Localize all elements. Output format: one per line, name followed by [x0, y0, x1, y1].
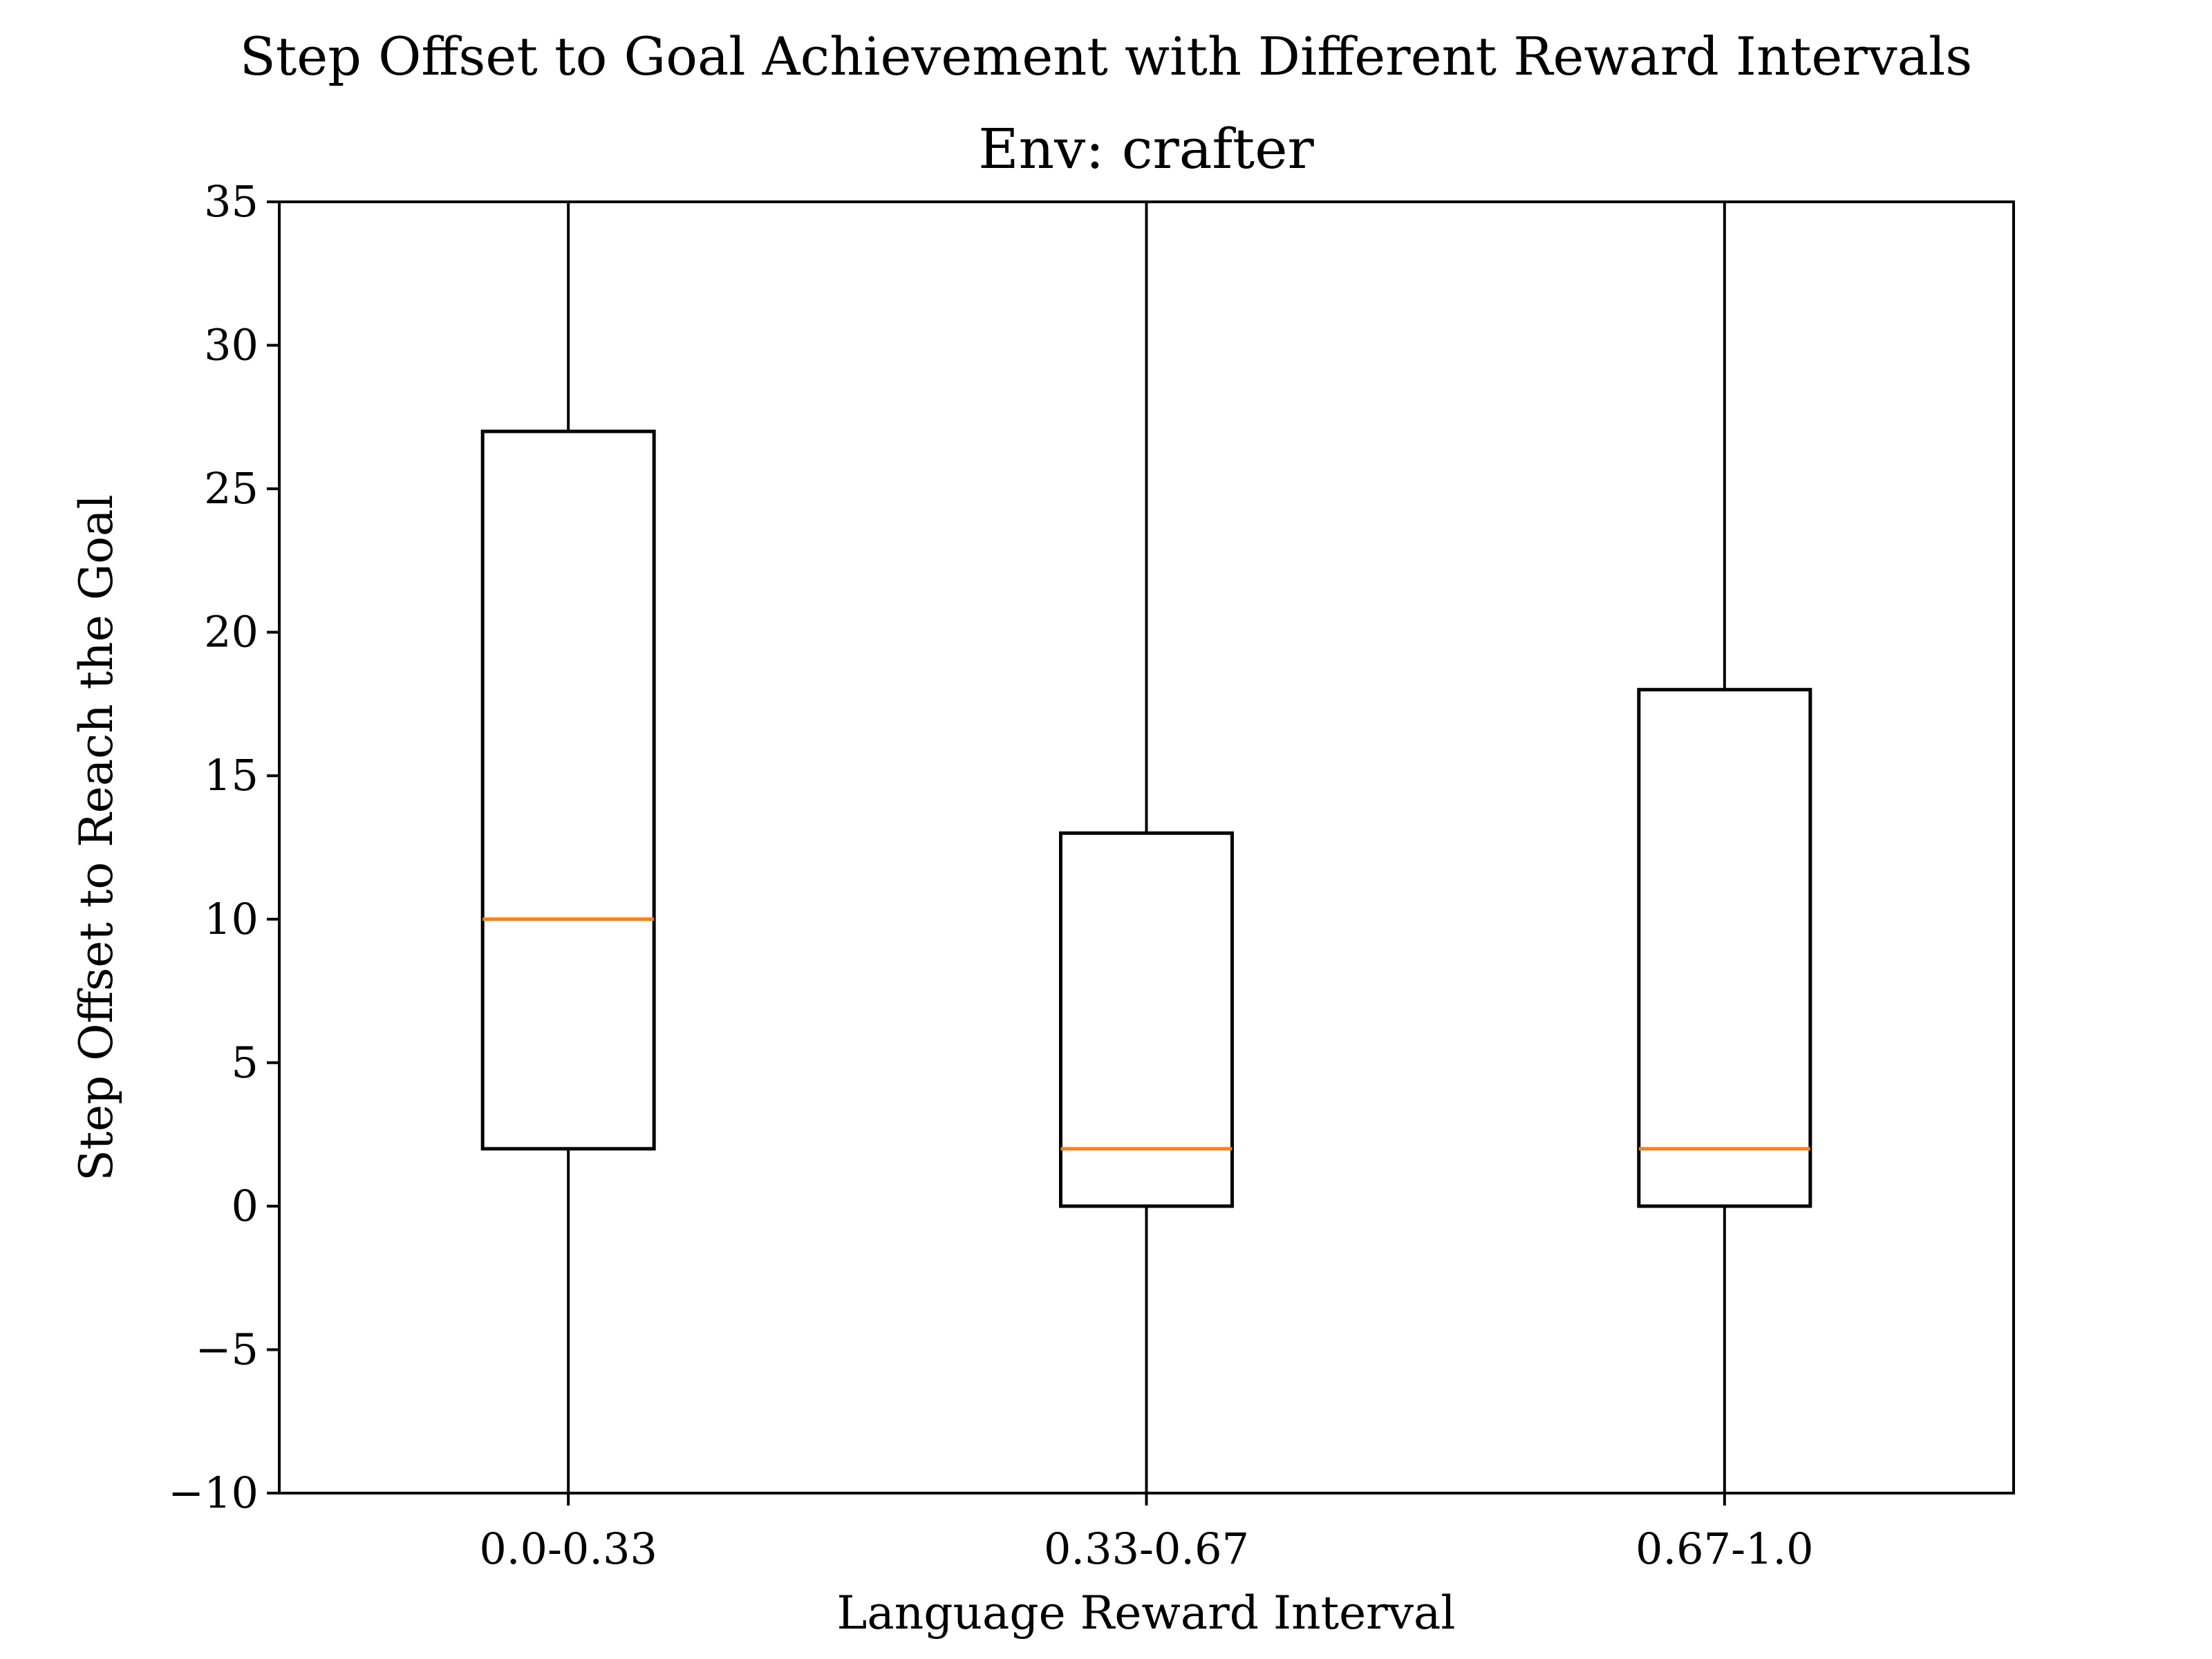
- x-tick-label: 0.67-1.0: [1635, 1524, 1814, 1574]
- y-tick-label: 10: [204, 894, 259, 944]
- x-tick-label: 0.0-0.33: [479, 1524, 657, 1574]
- iqr-box: [480, 429, 656, 1151]
- chart-title: Step Offset to Goal Achievement with Dif…: [240, 26, 1973, 87]
- iqr-box: [1637, 688, 1812, 1208]
- y-tick-label: −5: [196, 1324, 259, 1374]
- y-axis-label: Step Offset to Reach the Goal: [70, 494, 123, 1181]
- chart-subtitle: Env: crafter: [978, 117, 1314, 181]
- plot-area: −10 −5 0 5 10 15 20 25 30 35 0.0-0.33 0.33-0.67 0.67…: [168, 176, 2015, 1574]
- x-tick-label: 0.33-0.67: [1044, 1524, 1249, 1574]
- y-tick-label: 15: [204, 750, 259, 800]
- y-tick-label: 20: [204, 607, 259, 657]
- y-tick-label: 30: [204, 320, 259, 371]
- iqr-box: [1059, 831, 1234, 1208]
- y-tick-label: −10: [168, 1468, 259, 1518]
- y-tick-label: 25: [204, 463, 259, 514]
- y-tick-label: 35: [204, 176, 259, 227]
- y-tick-label: 5: [232, 1037, 259, 1087]
- x-axis-label: Language Reward Interval: [837, 1586, 1456, 1640]
- y-tick-label: 0: [232, 1181, 259, 1231]
